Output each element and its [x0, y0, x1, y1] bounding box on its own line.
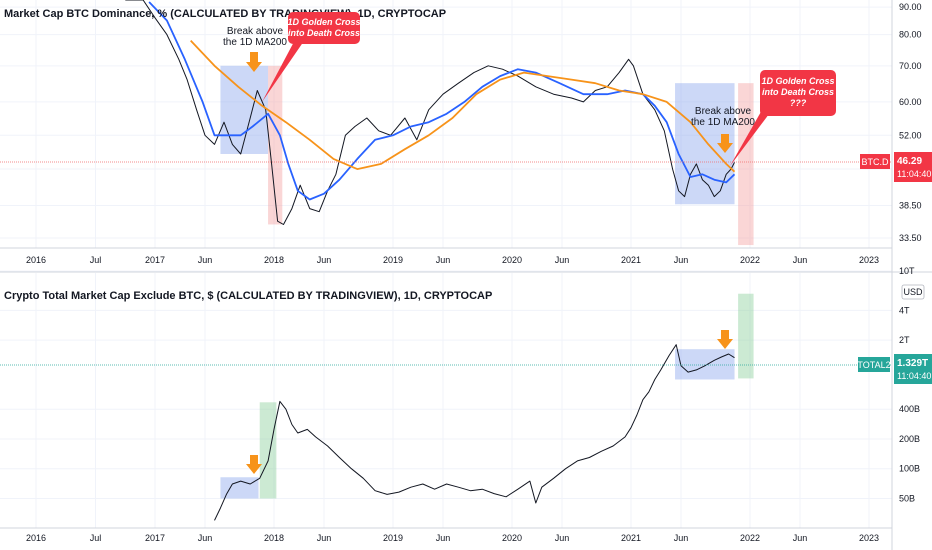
x-tick-label: 2017 — [145, 255, 165, 265]
highlight-box — [738, 293, 754, 379]
annotation-break-label-2: Break above the 1D MA200 — [691, 106, 755, 128]
x-tick-label: 2017 — [145, 533, 165, 543]
x-tick-label: 2023 — [859, 255, 879, 265]
series-line — [148, 1, 736, 201]
x-tick-label: Jun — [436, 255, 451, 265]
y-tick-label: 33.50 — [899, 233, 922, 243]
y-tick-label: 60.00 — [899, 97, 922, 107]
highlight-box — [268, 65, 283, 225]
y-tick-label: 50B — [899, 493, 915, 503]
y-tick-label: 200B — [899, 434, 920, 444]
series-line — [214, 344, 735, 521]
x-tick-label: 2021 — [621, 533, 641, 543]
y-tick-label: 100B — [899, 464, 920, 474]
y-tick-label: 4T — [899, 305, 910, 315]
x-tick-label: 2019 — [383, 255, 403, 265]
x-tick-label: 2020 — [502, 255, 522, 265]
x-tick-label: 2022 — [740, 533, 760, 543]
currency-unit-badge[interactable]: USD — [901, 284, 925, 300]
y-tick-label: 38.50 — [899, 201, 922, 211]
highlight-box — [220, 477, 259, 499]
x-tick-label: Jun — [793, 255, 808, 265]
top-time-axis[interactable]: 2016 Jul 2017 Jun 2018 Jun 2019 Jun 2020 Jun 2021 J… — [26, 255, 879, 265]
y-tick-label: 90.00 — [899, 2, 922, 12]
x-tick-label: 2022 — [740, 255, 760, 265]
x-tick-label: 2023 — [859, 533, 879, 543]
btc-dominance-pane[interactable]: Market Cap BTC Dominance, % (CALCULATED … — [0, 0, 892, 248]
top-chart-title: Market Cap BTC Dominance, % (CALCULATED … — [4, 8, 446, 20]
total2-symbol-tag: TOTAL2 — [857, 357, 891, 372]
top-highlight-boxes — [220, 65, 754, 246]
x-tick-label: Jun — [317, 255, 332, 265]
callout-death-cross-1: 1D Golden Cross into Death Cross — [262, 12, 361, 102]
y-tick-label: 52.00 — [899, 130, 922, 140]
arrow-down-icon — [246, 52, 262, 72]
callout-death-cross-2: 1D Golden Cross into Death Cross??? — [730, 70, 836, 166]
series-line — [190, 39, 736, 173]
x-tick-label: Jun — [317, 533, 332, 543]
arrow-down-icon — [717, 134, 733, 153]
x-tick-label: 2018 — [264, 255, 284, 265]
arrow-down-icon — [717, 330, 733, 349]
bottom-grid — [0, 270, 892, 528]
x-tick-label: 2016 — [26, 533, 46, 543]
x-tick-label: 2019 — [383, 533, 403, 543]
x-tick-label: 2020 — [502, 533, 522, 543]
x-tick-label: 2016 — [26, 255, 46, 265]
x-tick-label: 2018 — [264, 533, 284, 543]
bottom-highlight-boxes — [220, 293, 754, 499]
x-tick-label: Jun — [198, 533, 213, 543]
y-tick-label: 70.00 — [899, 61, 922, 71]
svg-text:TOTAL2: TOTAL2 — [857, 360, 890, 370]
arrow-down-icon — [246, 455, 262, 474]
top-series — [125, 0, 736, 225]
bottom-time-axis[interactable]: 2016 Jul 2017 Jun 2018 Jun 2019 Jun 2020 Jun 2021 J… — [26, 533, 879, 543]
series-line — [125, 0, 735, 225]
x-tick-label: Jun — [674, 533, 689, 543]
x-tick-label: Jun — [436, 533, 451, 543]
svg-text:11:04:40: 11:04:40 — [897, 371, 931, 381]
bottom-price-axis[interactable]: 10T 4T 2T 400B 200B 100B 50B — [899, 266, 920, 503]
x-tick-label: Jun — [555, 255, 570, 265]
annotation-break-label-1: Break above the 1D MA200 — [223, 26, 287, 48]
svg-text:BTC.D: BTC.D — [862, 157, 890, 167]
x-tick-label: Jul — [90, 533, 102, 543]
total2-pane[interactable]: Crypto Total Market Cap Exclude BTC, $ (… — [0, 270, 892, 528]
btc-symbol-tag: BTC.D — [860, 154, 890, 169]
x-tick-label: Jul — [90, 255, 102, 265]
svg-text:1.329T: 1.329T — [897, 358, 928, 369]
svg-text:USD: USD — [903, 287, 923, 297]
btc-price-tag: 46.29 11:04:40 — [894, 152, 932, 182]
bottom-chart-title: Crypto Total Market Cap Exclude BTC, $ (… — [4, 290, 492, 302]
y-tick-label: 2T — [899, 335, 910, 345]
x-tick-label: Jun — [674, 255, 689, 265]
y-tick-label: 400B — [899, 404, 920, 414]
highlight-box — [675, 349, 735, 380]
bottom-series — [214, 344, 735, 521]
x-tick-label: Jun — [555, 533, 570, 543]
svg-text:46.29: 46.29 — [897, 156, 922, 167]
total2-price-tag: 1.329T 11:04:40 — [894, 354, 932, 384]
x-tick-label: Jun — [198, 255, 213, 265]
x-tick-label: 2021 — [621, 255, 641, 265]
x-tick-label: Jun — [793, 533, 808, 543]
y-tick-label: 80.00 — [899, 30, 922, 40]
y-tick-label: 10T — [899, 266, 915, 276]
svg-text:11:04:40: 11:04:40 — [897, 169, 931, 179]
highlight-box — [738, 83, 754, 246]
highlight-box — [259, 402, 277, 499]
